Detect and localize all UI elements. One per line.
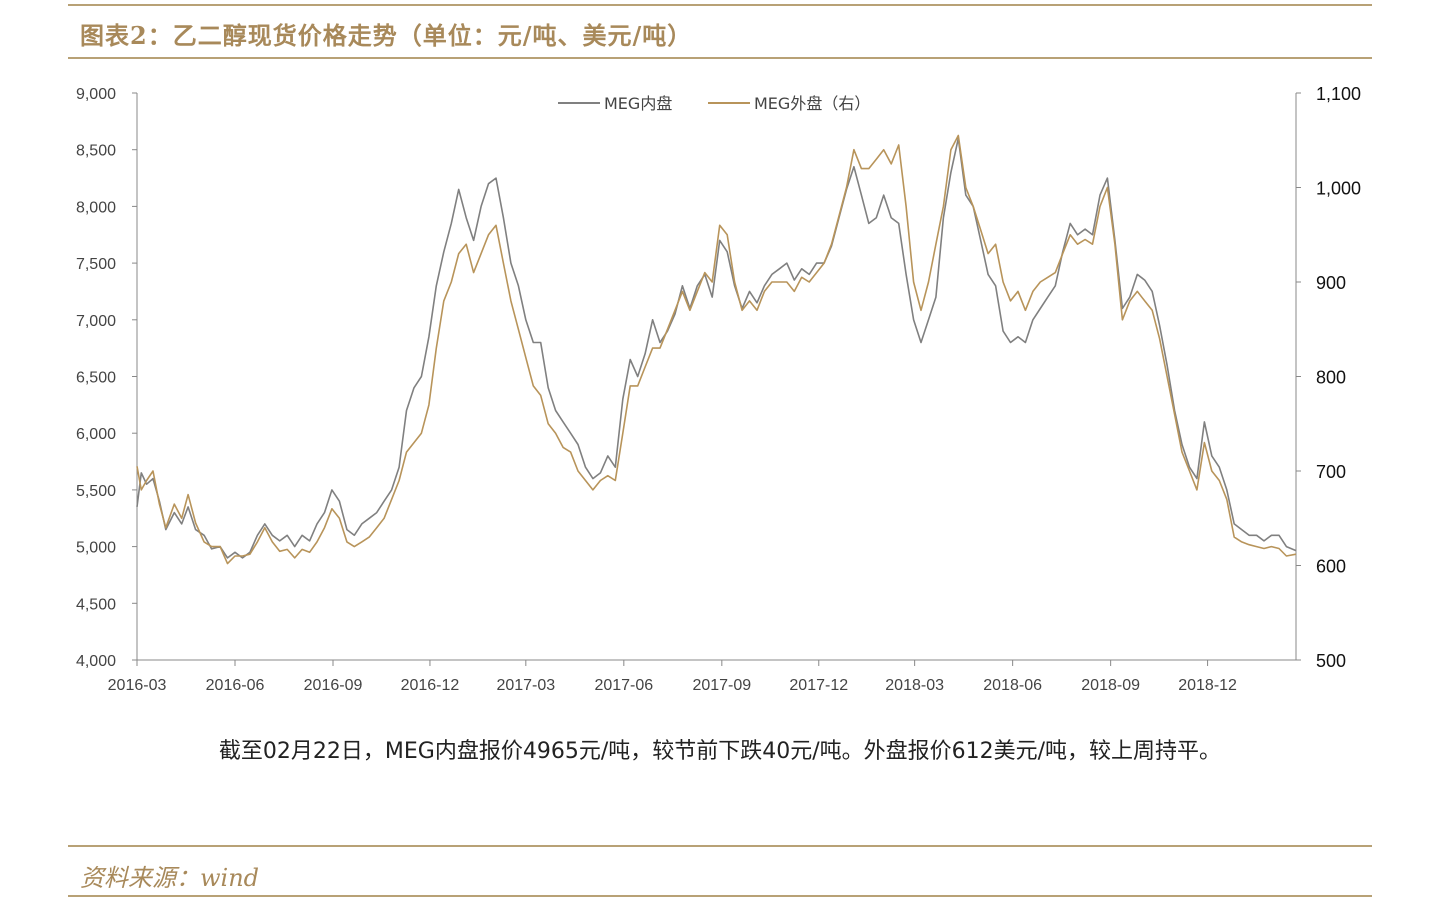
y-left-tick-label: 8,000 [76,199,116,216]
price-chart: 4,000 4,500 5,000 5,500 6,000 6,500 7,000 7,500… [76,84,1361,694]
x-tick-label: 2017-09 [692,677,751,694]
meg-domestic-line [136,137,1297,559]
x-tick-label: 2017-03 [496,677,555,694]
top-rule [68,4,1372,6]
y-right-tick-label: 800 [1316,368,1346,388]
y-left-tick-label: 4,500 [76,596,116,613]
y-right-tick-label: 900 [1316,273,1346,293]
y-left-tick-label: 6,500 [76,370,116,387]
source-rule-top [68,845,1372,847]
y-left-tick-label: 4,000 [76,653,116,670]
caption-text: 截至02月22日，MEG内盘报价4965元/吨，较节前下跌40元/吨。外盘报价6… [218,739,1222,764]
x-tick-label: 2016-09 [304,677,363,694]
x-tick-label: 2016-12 [401,677,460,694]
y-left-tick-label: 5,000 [76,540,116,557]
y-left-tick-label: 6,000 [76,426,116,443]
y-left-tick-label: 7,000 [76,313,116,330]
x-tick-label: 2018-03 [885,677,944,694]
x-tick-label: 2016-06 [206,677,265,694]
title-rule [68,57,1372,59]
legend-label: MEG外盘（右） [754,94,870,113]
y-left-tick-label: 7,500 [76,256,116,273]
source-rule-bottom [68,895,1372,897]
x-tick-label: 2018-09 [1081,677,1140,694]
y-left-tick-label: 5,500 [76,483,116,500]
x-tick-label: 2017-06 [594,677,653,694]
y-right-tick-label: 700 [1316,462,1346,482]
y-left-tick-label: 9,000 [76,86,116,103]
y-right-tick-label: 600 [1316,557,1346,577]
x-tick-label: 2018-06 [983,677,1042,694]
y-right-tick-label: 500 [1316,651,1346,671]
figure-title: 图表2：乙二醇现货价格走势（单位：元/吨、美元/吨） [80,21,693,50]
x-tick-label: 2017-12 [789,677,848,694]
x-tick-label: 2016-03 [108,677,167,694]
y-left-tick-label: 8,500 [76,143,116,160]
legend-label: MEG内盘 [604,94,672,113]
source-note: 资料来源：wind [80,864,260,892]
meg-overseas-line [136,134,1297,565]
y-right-tick-label: 1,100 [1316,84,1361,104]
x-tick-label: 2018-12 [1178,677,1237,694]
y-right-tick-label: 1,000 [1316,179,1361,199]
